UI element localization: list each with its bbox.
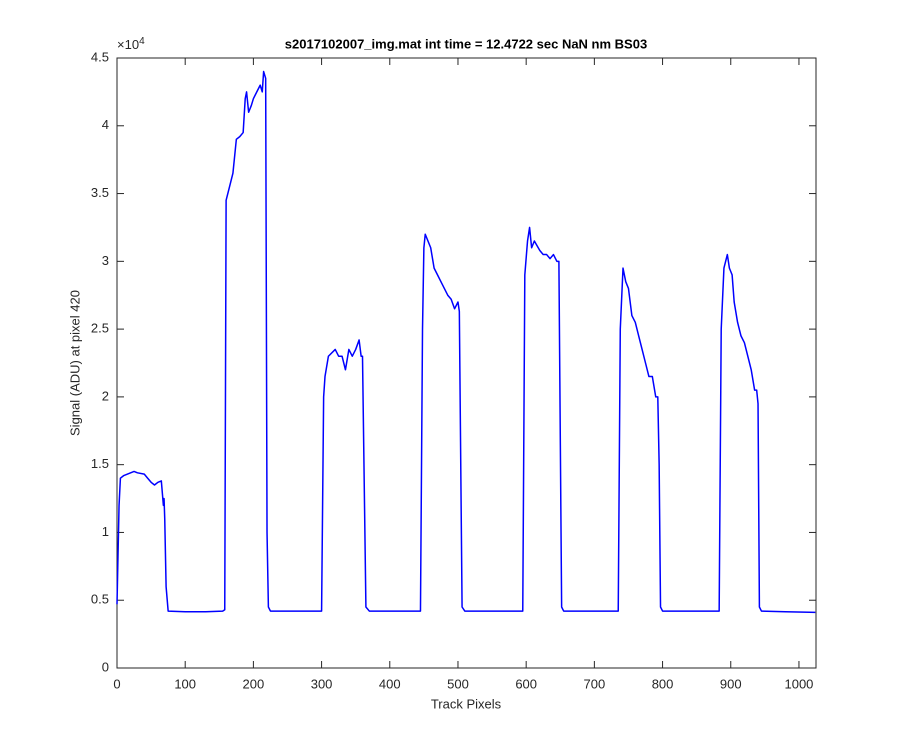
x-tick-label: 0	[113, 676, 120, 691]
x-tick-label: 800	[652, 676, 674, 691]
y-tick-label: 2.5	[91, 321, 109, 336]
y-tick-label: 4.5	[91, 49, 109, 64]
y-tick-label: 3	[102, 253, 109, 268]
chart-title: s2017102007_img.mat int time = 12.4722 s…	[285, 36, 647, 51]
y-multiplier: ×104	[117, 36, 145, 53]
x-tick-label: 1000	[784, 676, 813, 691]
y-tick-label: 2	[102, 388, 109, 403]
y-tick-label: 1	[102, 524, 109, 539]
y-multiplier-base: ×10	[117, 37, 139, 52]
y-axis-label: Signal (ADU) at pixel 420	[67, 290, 82, 436]
x-tick-label: 400	[379, 676, 401, 691]
x-tick-label: 900	[720, 676, 742, 691]
y-tick-label: 4	[102, 117, 109, 132]
y-tick-label: 0.5	[91, 592, 109, 607]
y-tick-label: 1.5	[91, 456, 109, 471]
x-tick-label: 100	[174, 676, 196, 691]
y-multiplier-exponent: 4	[139, 36, 145, 47]
x-tick-label: 200	[243, 676, 265, 691]
plot-area	[116, 57, 817, 669]
y-tick-label: 0	[102, 659, 109, 674]
x-tick-label: 600	[515, 676, 537, 691]
x-tick-label: 300	[311, 676, 333, 691]
x-axis-label: Track Pixels	[431, 696, 502, 711]
x-tick-label: 500	[447, 676, 469, 691]
x-tick-label: 700	[584, 676, 606, 691]
y-tick-label: 3.5	[91, 185, 109, 200]
data-line	[116, 70, 816, 614]
